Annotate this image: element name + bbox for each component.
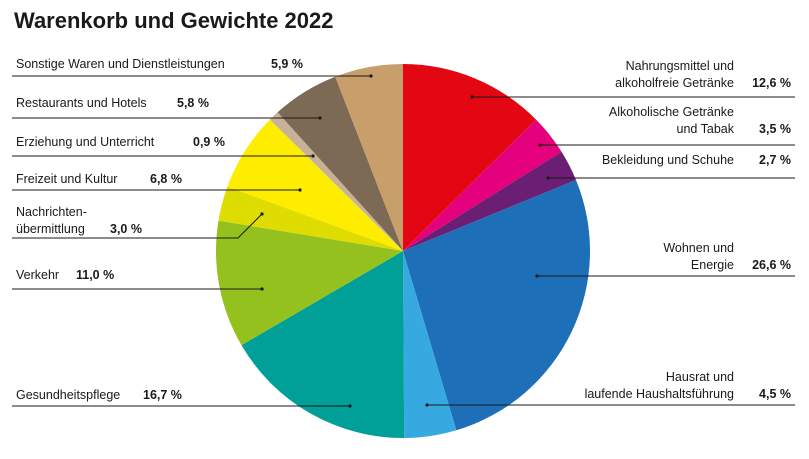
pie-slice-bekleidung-und-schuhe: [403, 151, 576, 251]
pie-slice-restaurants-und-hotels: [277, 76, 403, 251]
leader-dot-alkoholische-getraenke-und-tabak: [538, 143, 542, 147]
slice-value-bekleidung-und-schuhe: 2,7 %: [759, 153, 791, 167]
slice-label-nachrichten-uebermittlung: Nachrichten-übermittlung: [16, 205, 87, 236]
slice-value-hausrat-und-laufende-haushaltsfuehrung: 4,5 %: [759, 387, 791, 401]
pie-slice-nachrichten-uebermittlung: [218, 186, 403, 251]
pie-slice-wohnen-und-energie: [403, 179, 590, 431]
leader-dot-freizeit-und-kultur: [298, 188, 302, 192]
slice-label-verkehr: Verkehr: [16, 268, 59, 282]
leader-dot-verkehr: [260, 287, 264, 291]
leader-lines: [12, 74, 795, 408]
slice-label-bekleidung-und-schuhe: Bekleidung und Schuhe: [602, 153, 734, 167]
pie-slice-hausrat-und-laufende-haushaltsfuehrung: [403, 251, 457, 438]
slice-value-sonstige-waren-und-dienstleistungen: 5,9 %: [271, 57, 303, 71]
slice-value-erziehung-und-unterricht: 0,9 %: [193, 135, 225, 149]
leader-dot-sonstige-waren-und-dienstleistungen: [369, 74, 373, 78]
slice-value-wohnen-und-energie: 26,6 %: [752, 258, 791, 272]
slice-value-gesundheitspflege: 16,7 %: [143, 388, 182, 402]
slice-label-alkoholische-getraenke-und-tabak: Alkoholische Getränke und Tabak: [609, 105, 735, 136]
pie-slice-erziehung-und-unterricht: [269, 112, 403, 251]
slice-value-nahrungsmittel-und-alkoholfreie-getraenke: 12,6 %: [752, 76, 791, 90]
leader-dot-restaurants-und-hotels: [318, 116, 322, 120]
slice-label-gesundheitspflege: Gesundheitspflege: [16, 388, 120, 402]
slice-label-freizeit-und-kultur: Freizeit und Kultur: [16, 172, 117, 186]
chart-title: Warenkorb und Gewichte 2022: [14, 8, 334, 33]
leader-dot-wohnen-und-energie: [535, 274, 539, 278]
slice-label-wohnen-und-energie: Wohnen und Energie: [663, 241, 734, 272]
pie-slice-alkoholische-getraenke-und-tabak: [403, 119, 562, 251]
leader-dot-hausrat-und-laufende-haushaltsfuehrung: [425, 403, 429, 407]
pie-slice-nahrungsmittel-und-alkoholfreie-getraenke: [403, 64, 537, 251]
slice-value-nachrichten-uebermittlung: 3,0 %: [110, 222, 142, 236]
slice-label-sonstige-waren-und-dienstleistungen: Sonstige Waren und Dienstleistungen: [16, 57, 225, 71]
slice-value-freizeit-und-kultur: 6,8 %: [150, 172, 182, 186]
pie-slice-freizeit-und-kultur: [227, 119, 403, 251]
leader-dot-nachrichten-uebermittlung: [260, 212, 264, 216]
slice-value-alkoholische-getraenke-und-tabak: 3,5 %: [759, 122, 791, 136]
leader-dot-bekleidung-und-schuhe: [546, 176, 550, 180]
slice-label-restaurants-und-hotels: Restaurants und Hotels: [16, 96, 147, 110]
slice-value-restaurants-und-hotels: 5,8 %: [177, 96, 209, 110]
leader-dot-gesundheitspflege: [348, 404, 352, 408]
slice-value-verkehr: 11,0 %: [76, 268, 114, 282]
leader-line-nachrichten-uebermittlung: [12, 213, 263, 239]
slice-labels: Nahrungsmittel und alkoholfreie Getränke 1…: [16, 57, 791, 402]
leader-dot-nahrungsmittel-und-alkoholfreie-getraenke: [470, 95, 474, 99]
pie-slice-sonstige-waren-und-dienstleistungen: [335, 64, 403, 251]
leader-dot-erziehung-und-unterricht: [311, 154, 315, 158]
pie-slice-verkehr: [216, 220, 403, 346]
pie-slices: [216, 64, 590, 439]
slice-label-hausrat-und-laufende-haushaltsfuehrung: Hausrat und laufende Haushaltsführung: [585, 370, 734, 401]
slice-label-erziehung-und-unterricht: Erziehung und Unterricht: [16, 135, 155, 149]
pie-slice-gesundheitspflege: [241, 251, 405, 439]
slice-label-nahrungsmittel-und-alkoholfreie-getraenke: Nahrungsmittel und alkoholfreie Getränke: [615, 59, 734, 90]
